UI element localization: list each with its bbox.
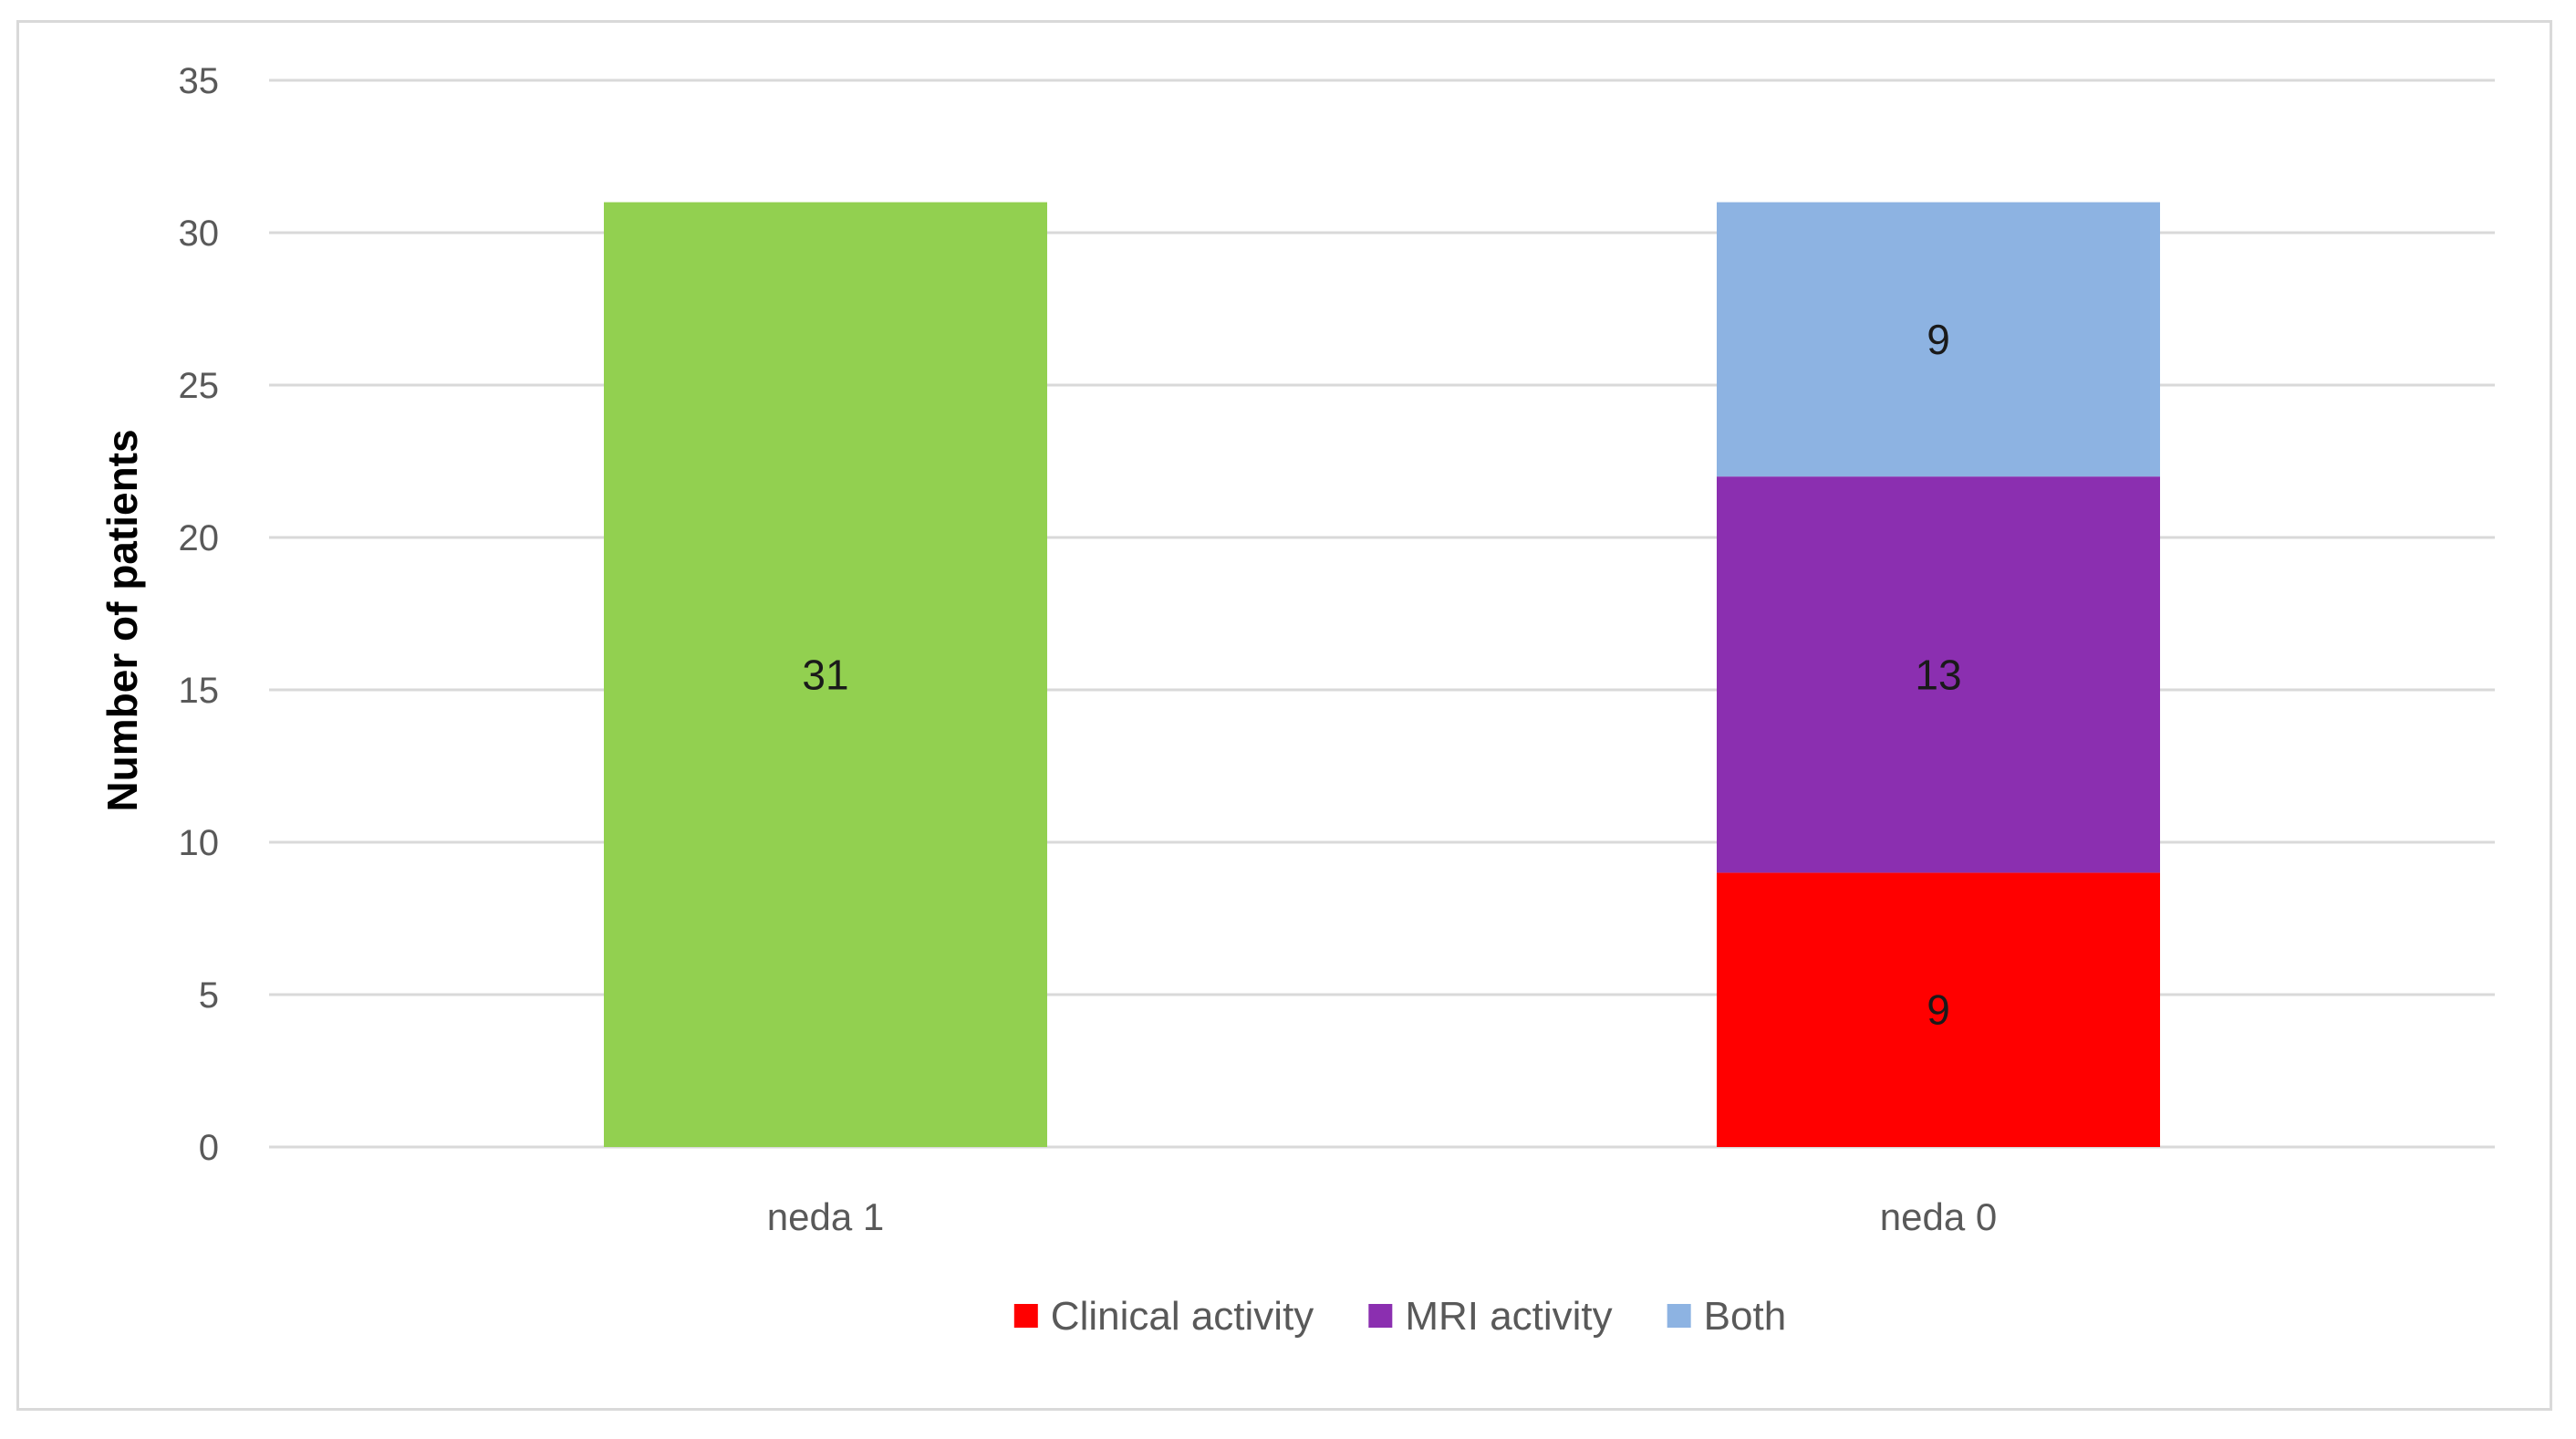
legend-swatch	[1368, 1304, 1393, 1328]
legend-label: Clinical activity	[1051, 1294, 1314, 1339]
y-axis-ticks: 0 5 10 15 20 25 30 35	[179, 61, 220, 1168]
bar-segment	[1717, 872, 2160, 1147]
gridlines	[269, 78, 2495, 1149]
y-tick-label: 30	[179, 214, 220, 254]
y-tick-label: 15	[179, 671, 220, 711]
y-axis-label: Number of patients	[99, 429, 146, 811]
legend: Clinical activity MRI activity Both	[1013, 1294, 1787, 1339]
y-tick-label: 10	[179, 823, 220, 863]
data-label: 13	[1915, 651, 1961, 698]
data-labels: 31 9 13 9	[802, 316, 1961, 1034]
x-axis-categories: neda 1 neda 0	[767, 1195, 1997, 1238]
legend-label: MRI activity	[1405, 1294, 1612, 1339]
legend-label: Both	[1704, 1294, 1787, 1339]
y-tick-label: 5	[199, 975, 219, 1016]
bar-segment	[604, 202, 1047, 1148]
data-label: 9	[1927, 316, 1950, 363]
legend-swatch	[1667, 1304, 1691, 1328]
y-tick-label: 25	[179, 366, 220, 406]
bar-segment	[1717, 202, 2160, 477]
legend-swatch	[1013, 1304, 1038, 1328]
y-tick-label: 20	[179, 518, 220, 558]
data-label: 9	[1927, 986, 1950, 1034]
x-category-label: neda 0	[1880, 1195, 1997, 1238]
data-label: 31	[802, 651, 848, 698]
y-tick-label: 35	[179, 61, 220, 101]
bar-segment	[1717, 476, 2160, 873]
bars	[604, 202, 2160, 1148]
x-category-label: neda 1	[767, 1195, 884, 1238]
y-tick-label: 0	[199, 1128, 219, 1168]
